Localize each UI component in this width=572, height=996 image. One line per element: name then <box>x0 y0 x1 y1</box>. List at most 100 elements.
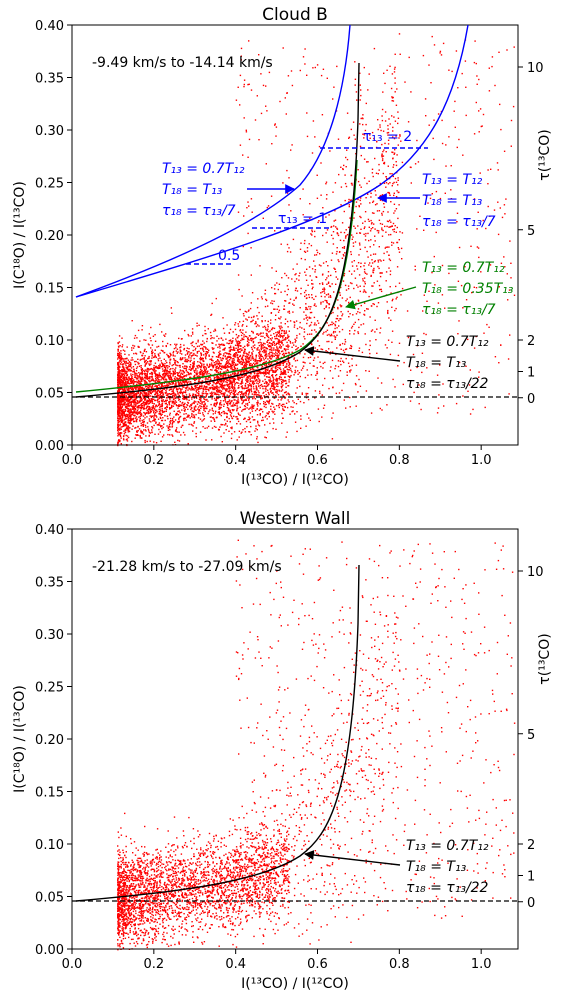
scatter-point <box>176 352 178 354</box>
scatter-point <box>121 381 123 384</box>
scatter-point <box>270 367 273 369</box>
scatter-point <box>172 352 174 354</box>
scatter-point <box>239 423 242 425</box>
scatter-point <box>139 373 141 375</box>
scatter-point <box>306 413 308 415</box>
scatter-point <box>143 404 145 406</box>
scatter-point <box>183 417 185 419</box>
scatter-point <box>117 353 119 355</box>
scatter-point <box>147 408 150 410</box>
scatter-point <box>215 368 217 371</box>
scatter-point <box>279 336 282 338</box>
scatter-point <box>154 394 156 396</box>
scatter-point <box>243 315 245 317</box>
scatter-point <box>243 83 245 86</box>
scatter-point <box>350 251 352 253</box>
scatter-point <box>348 201 350 203</box>
scatter-point <box>264 293 266 295</box>
scatter-point <box>269 358 272 360</box>
scatter-point <box>336 315 339 317</box>
scatter-point <box>165 391 168 393</box>
scatter-point <box>124 424 126 426</box>
scatter-point <box>240 55 242 57</box>
scatter-point <box>238 348 241 350</box>
scatter-point <box>252 377 254 379</box>
scatter-point <box>151 400 153 402</box>
scatter-point <box>237 363 239 366</box>
scatter-point <box>164 415 166 417</box>
scatter-point <box>170 377 172 379</box>
scatter-point <box>238 355 241 358</box>
scatter-point <box>357 332 360 335</box>
scatter-point <box>157 389 160 392</box>
scatter-point <box>284 397 286 399</box>
scatter-point <box>224 347 226 349</box>
scatter-point <box>164 380 166 382</box>
scatter-point <box>136 431 138 433</box>
scatter-point <box>199 359 202 361</box>
scatter-point <box>157 367 159 369</box>
scatter-point <box>280 322 282 324</box>
scatter-point <box>121 337 123 339</box>
scatter-point <box>286 341 288 344</box>
scatter-point <box>139 359 141 361</box>
scatter-point <box>397 184 399 186</box>
scatter-point <box>299 198 301 200</box>
scatter-point <box>274 349 276 351</box>
scatter-point <box>218 364 221 367</box>
scatter-point <box>129 364 131 366</box>
scatter-point <box>309 356 312 358</box>
scatter-point <box>133 337 136 339</box>
scatter-point <box>393 212 395 214</box>
scatter-point <box>221 375 223 377</box>
scatter-point <box>262 411 264 413</box>
scatter-point <box>337 375 340 377</box>
scatter-point <box>229 403 231 405</box>
panel-cloud-b: Cloud B 0.0 0.2 0.4 0.6 0.8 1.0 0.000.050.100… <box>12 5 553 488</box>
scatter-point <box>282 394 284 396</box>
scatter-point <box>372 175 374 178</box>
scatter-point <box>444 192 446 194</box>
scatter-point <box>153 398 155 400</box>
scatter-point <box>209 382 211 384</box>
scatter-point <box>393 192 395 194</box>
scatter-point <box>271 347 273 349</box>
scatter-point <box>292 400 294 402</box>
scatter-point <box>117 419 119 422</box>
scatter-point <box>382 172 384 175</box>
scatter-point <box>280 341 283 343</box>
scatter-point <box>161 397 163 400</box>
scatter-point <box>319 361 321 363</box>
scatter-point <box>229 374 231 377</box>
scatter-point <box>198 390 200 393</box>
scatter-point <box>190 415 193 418</box>
scatter-point <box>152 405 154 407</box>
scatter-point <box>179 392 181 394</box>
scatter-point <box>306 135 309 138</box>
scatter-point <box>386 177 388 180</box>
scatter-point <box>185 419 187 421</box>
scatter-point <box>344 341 347 343</box>
scatter-point <box>177 414 180 416</box>
scatter-point <box>151 384 154 386</box>
scatter-point <box>191 344 193 347</box>
scatter-point <box>290 369 292 372</box>
scatter-point <box>216 360 218 362</box>
scatter-point <box>175 388 178 391</box>
scatter-point <box>235 347 237 349</box>
scatter-point <box>161 395 164 397</box>
scatter-point <box>373 47 376 50</box>
scatter-point <box>196 322 198 324</box>
scatter-point <box>212 342 214 344</box>
scatter-point <box>172 370 174 372</box>
scatter-point <box>256 414 259 416</box>
scatter-point <box>221 377 223 379</box>
scatter-point <box>348 137 350 139</box>
scatter-point <box>241 325 243 327</box>
scatter-point <box>353 217 355 219</box>
scatter-point <box>372 253 375 255</box>
scatter-point <box>229 392 231 394</box>
scatter-point <box>243 215 245 217</box>
scatter-point <box>257 334 260 336</box>
scatter-point <box>287 360 289 363</box>
